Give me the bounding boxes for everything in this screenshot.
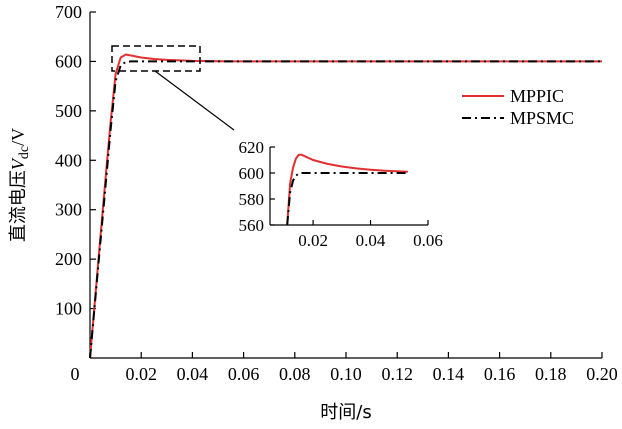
x-tick-label: 0.06: [228, 364, 260, 384]
y-tick-label: 500: [55, 101, 82, 121]
x-tick-label: 0.20: [586, 364, 618, 384]
y-axis-title-var: V: [8, 157, 28, 170]
inset-x-ticks: 0.02 0.04 0.06: [298, 220, 443, 250]
y-tick-label: 100: [55, 299, 82, 319]
legend-label-mppic: MPPIC: [510, 86, 564, 106]
x-tick-label: 0.16: [484, 364, 516, 384]
y-axis-title-sub: dc: [17, 146, 32, 159]
y-tick-label: 200: [55, 249, 82, 269]
inset-y-tick-label: 600: [239, 164, 265, 183]
zoom-annotation: [111, 45, 235, 131]
inset-y-ticks: 560 580 600 620: [239, 138, 275, 235]
inset-series-line-mppic: [286, 153, 408, 226]
y-tick-label: 700: [55, 2, 82, 22]
x-tick-label: 0.04: [177, 364, 209, 384]
y-axis-title-prefix: 直流电压: [8, 170, 29, 242]
y-tick-label: 400: [55, 150, 82, 170]
series-line-mpsmc: [89, 60, 602, 359]
y-axis-title: 直流电压Vdc/V: [8, 128, 32, 242]
x-ticks: 0 0.02 0.04 0.06 0.08 0.10 0.12 0.14 0.16 0.18 0.2…: [71, 352, 618, 384]
x-tick-label: 0.10: [330, 364, 362, 384]
x-tick-label: 0.18: [535, 364, 567, 384]
main-series: [89, 53, 602, 359]
y-tick-label: 300: [55, 200, 82, 220]
legend-label-mpsmc: MPSMC: [510, 108, 574, 128]
legend: MPPIC MPSMC: [462, 86, 574, 128]
inset-y-tick-label: 560: [239, 216, 265, 235]
x-tick-label: 0.08: [279, 364, 311, 384]
y-axis-title-suffix: /V: [8, 128, 28, 146]
inset-series-line-mpsmc: [286, 172, 408, 226]
inset-y-tick-label: 620: [239, 138, 265, 157]
inset-x-tick-label: 0.04: [356, 231, 386, 250]
inset-series: [286, 153, 408, 226]
inset-axes: 560 580 600 620 0.02 0.04 0.06: [239, 138, 443, 250]
y-ticks: 100 200 300 400 500 600 700: [55, 2, 96, 319]
x-tick-label: 0: [71, 364, 80, 384]
inset-x-tick-label: 0.02: [298, 231, 328, 250]
inset-x-tick-label: 0.06: [413, 231, 443, 250]
x-axis-title: 时间/s: [320, 402, 371, 423]
y-tick-label: 600: [55, 51, 82, 71]
inset-y-tick-label: 580: [239, 190, 265, 209]
x-tick-label: 0.02: [125, 364, 157, 384]
zoom-connector: [154, 70, 235, 131]
x-tick-label: 0.12: [381, 364, 413, 384]
x-tick-label: 0.14: [433, 364, 465, 384]
